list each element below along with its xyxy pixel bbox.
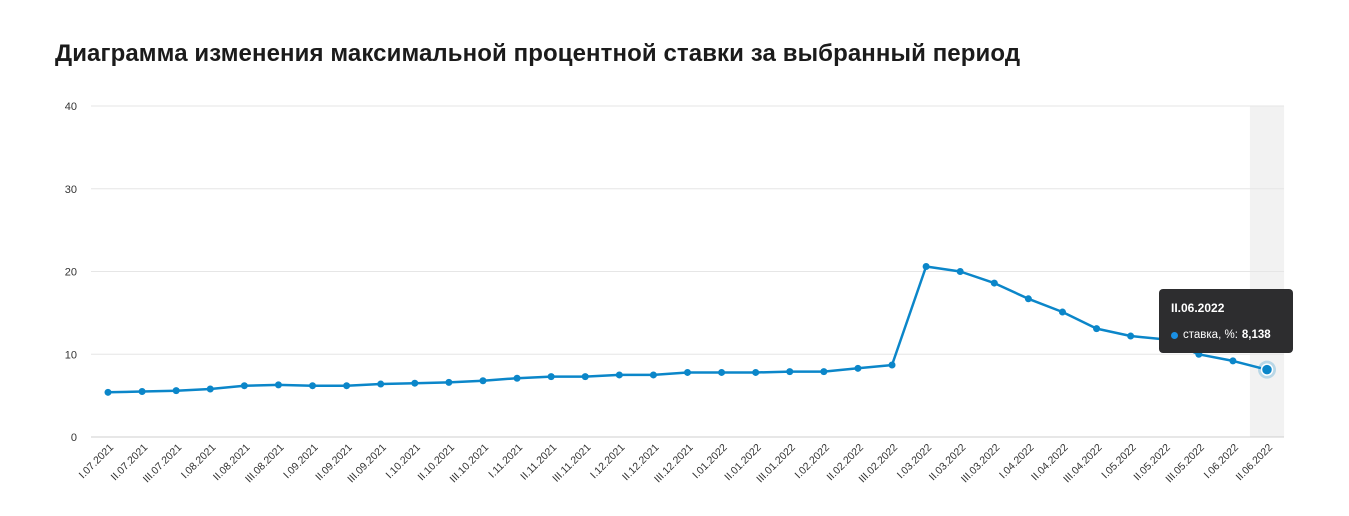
data-point bbox=[581, 373, 589, 381]
data-point bbox=[138, 387, 146, 395]
data-point bbox=[445, 378, 453, 386]
y-tick-label: 20 bbox=[65, 267, 77, 279]
data-point bbox=[513, 374, 521, 382]
chart-title: Диаграмма изменения максимальной процент… bbox=[55, 40, 1021, 67]
data-point bbox=[343, 382, 351, 390]
tooltip-row: ставка, %: 8,138 bbox=[1171, 329, 1281, 341]
y-tick-label: 40 bbox=[65, 101, 77, 113]
data-point bbox=[684, 368, 691, 376]
data-point bbox=[956, 268, 964, 275]
data-point bbox=[172, 387, 180, 395]
x-tick-label: II.06.2022 bbox=[1234, 442, 1276, 484]
data-point bbox=[309, 382, 317, 390]
data-point bbox=[479, 377, 487, 385]
data-point bbox=[240, 382, 248, 390]
y-tick-label: 0 bbox=[71, 432, 77, 444]
data-point bbox=[1127, 332, 1135, 340]
tooltip-value: 8,138 bbox=[1241, 329, 1271, 341]
data-point bbox=[1024, 295, 1032, 303]
data-point bbox=[820, 368, 828, 376]
data-point bbox=[206, 385, 214, 393]
data-point bbox=[377, 380, 385, 388]
tooltip-series-label: ставка, %: bbox=[1183, 329, 1238, 341]
y-tick-label: 10 bbox=[65, 349, 77, 361]
tooltip-title: II.06.2022 bbox=[1171, 301, 1225, 315]
data-point bbox=[411, 379, 419, 387]
data-point bbox=[854, 364, 862, 372]
data-point bbox=[990, 279, 998, 287]
data-point bbox=[615, 371, 623, 379]
data-point bbox=[1260, 363, 1274, 376]
data-point bbox=[104, 388, 112, 396]
data-point bbox=[888, 361, 896, 369]
data-point bbox=[1058, 308, 1066, 316]
data-point bbox=[1093, 325, 1101, 333]
y-tick-label: 30 bbox=[65, 184, 77, 196]
data-point bbox=[274, 381, 282, 389]
series-dot-icon bbox=[1171, 331, 1178, 339]
data-point bbox=[649, 371, 657, 379]
data-point bbox=[547, 373, 555, 381]
data-point bbox=[752, 368, 760, 376]
data-point bbox=[922, 263, 930, 271]
data-point bbox=[786, 368, 794, 376]
data-point bbox=[718, 368, 726, 376]
chart-tooltip: II.06.2022 ставка, %: 8,138 bbox=[1159, 289, 1293, 353]
data-point bbox=[1229, 357, 1237, 365]
